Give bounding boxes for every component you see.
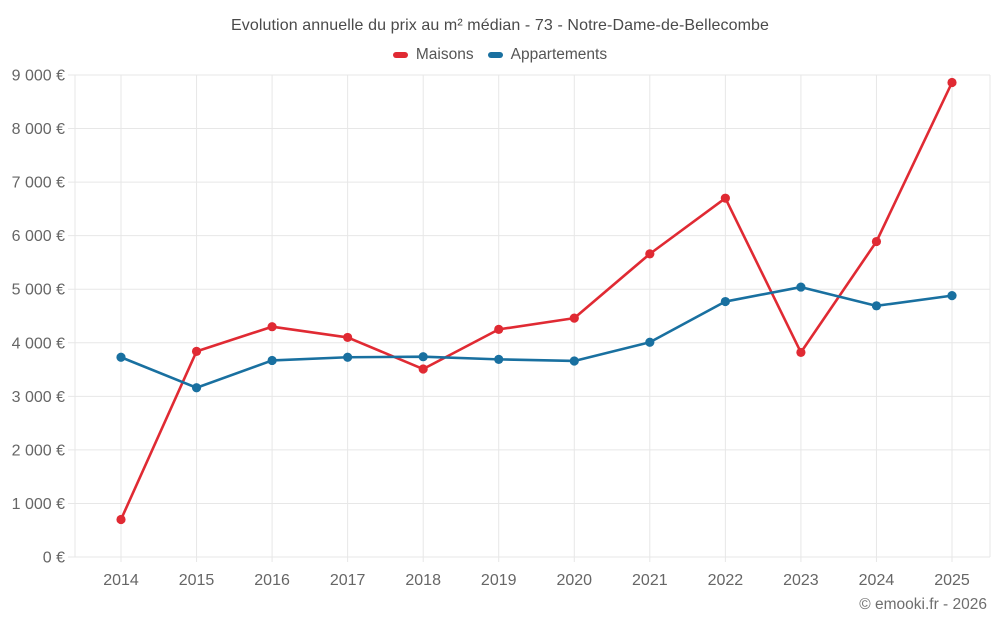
appartements-point-2024[interactable] [871, 301, 882, 311]
x-axis-label: 2020 [556, 572, 592, 589]
y-axis-label: 9 000 € [12, 68, 65, 85]
y-axis-label: 2 000 € [12, 442, 65, 459]
maisons-point-2024[interactable] [871, 236, 882, 247]
maisons-point-2015[interactable] [191, 346, 202, 356]
y-axis-label: 0 € [43, 550, 65, 567]
maisons-point-2017[interactable] [343, 332, 353, 343]
legend-item-appartements[interactable]: Appartements [487, 46, 608, 64]
legend-label-maisons: Maisons [415, 46, 474, 63]
y-axis-label: 1 000 € [12, 496, 65, 513]
maisons-point-2021[interactable] [645, 249, 655, 259]
y-axis-label: 6 000 € [12, 228, 65, 245]
appartements-point-2017[interactable] [343, 352, 353, 362]
appartements-point-2025[interactable] [947, 291, 957, 301]
y-axis-label: 7 000 € [12, 175, 65, 192]
x-axis-label: 2016 [254, 572, 290, 589]
maisons-point-2020[interactable] [569, 313, 579, 323]
y-axis-label: 4 000 € [12, 335, 65, 352]
appartements-point-2015[interactable] [191, 383, 202, 393]
x-axis-label: 2023 [783, 572, 819, 589]
y-axis-label: 8 000 € [12, 121, 65, 138]
appartements-legend-swatch-icon [487, 52, 503, 58]
maisons-point-2019[interactable] [494, 324, 504, 334]
x-axis-label: 2017 [330, 572, 366, 589]
gridlines [68, 74, 991, 562]
maisons-point-2023[interactable] [796, 347, 806, 358]
x-axis-label: 2019 [481, 572, 517, 589]
maisons-point-2025[interactable] [947, 77, 957, 88]
maisons-line [119, 81, 954, 521]
appartements-point-2014[interactable] [116, 352, 126, 362]
y-axis-label: 5 000 € [12, 282, 65, 299]
appartements-point-2022[interactable] [720, 296, 730, 307]
x-axis-label: 2018 [405, 572, 441, 589]
appartements-point-2016[interactable] [267, 355, 277, 366]
appartements-point-2023[interactable] [796, 282, 806, 292]
x-axis-label: 2025 [934, 572, 970, 589]
chart-title: Evolution annuelle du prix au m² médian … [230, 17, 770, 34]
maisons-point-2014[interactable] [116, 514, 126, 525]
copyright-credit: © emooki.fr - 2026 [859, 596, 987, 613]
legend-item-maisons[interactable]: Maisons [392, 46, 474, 64]
x-axis-label: 2021 [632, 572, 668, 589]
appartements-point-2018[interactable] [418, 352, 428, 362]
maisons-point-2016[interactable] [267, 322, 277, 332]
chart-legend: Maisons Appartements [0, 46, 1000, 64]
maisons-point-2022[interactable] [720, 193, 730, 203]
maisons-point-2018[interactable] [418, 364, 428, 374]
appartements-point-2021[interactable] [645, 337, 655, 347]
appartements-point-2020[interactable] [569, 356, 579, 366]
appartements-point-2019[interactable] [494, 354, 504, 364]
y-axis-label: 3 000 € [12, 389, 65, 406]
maisons-legend-swatch-icon [392, 52, 408, 58]
x-axis-label: 2015 [179, 572, 215, 589]
x-axis-label: 2024 [859, 572, 895, 589]
x-axis-label: 2014 [103, 572, 139, 589]
appartements-line [119, 285, 954, 390]
legend-label-appartements: Appartements [510, 46, 608, 63]
x-axis-label: 2022 [708, 572, 744, 589]
